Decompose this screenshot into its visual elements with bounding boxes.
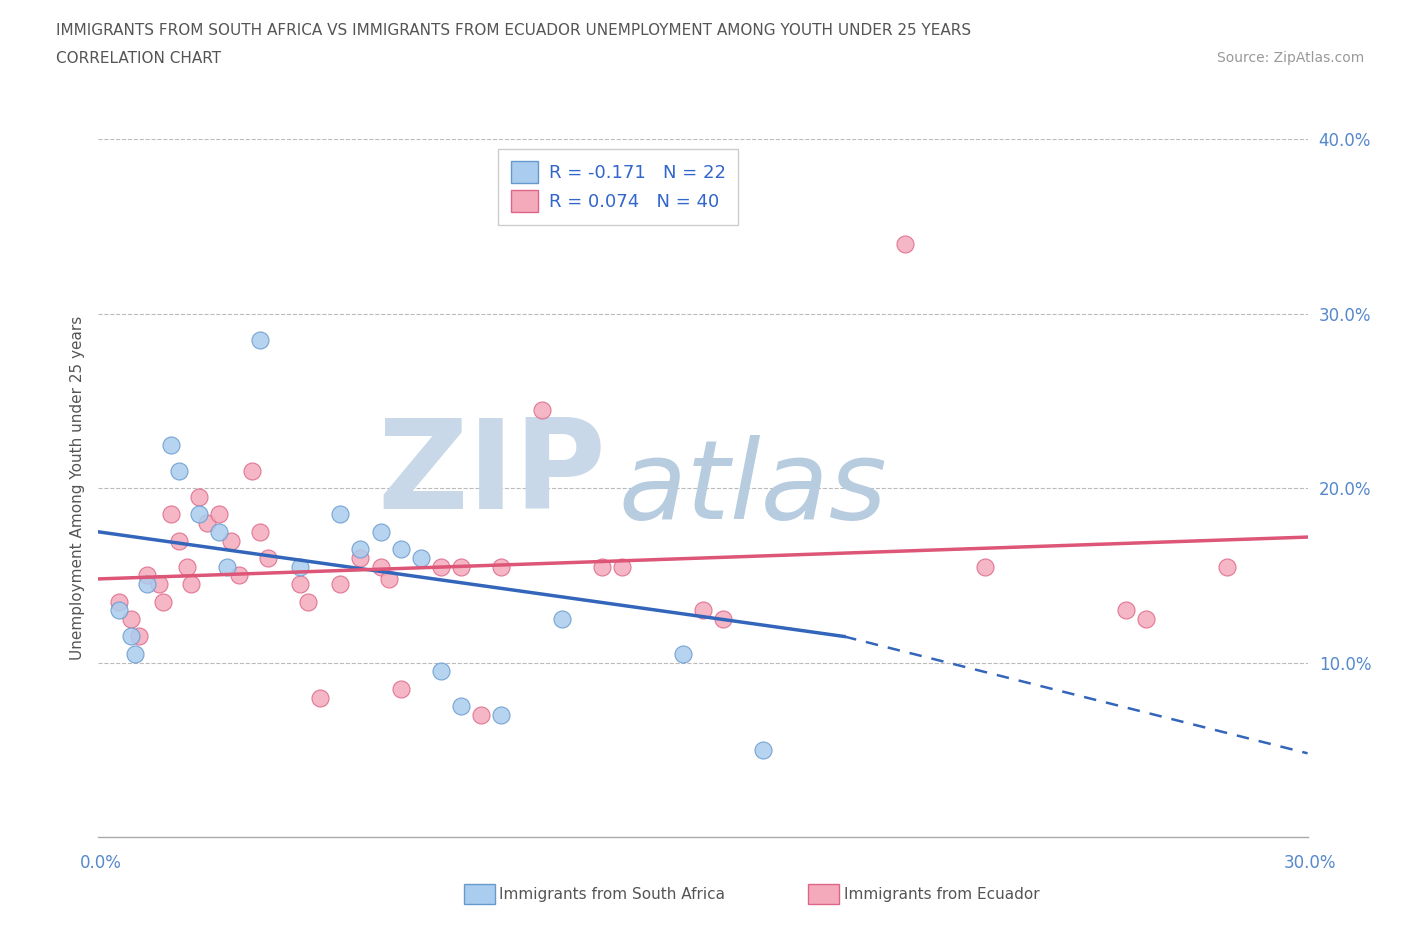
Point: [309, 690, 332, 705]
Text: atlas: atlas: [619, 434, 887, 542]
Point: [128, 629, 150, 644]
Point: [329, 577, 352, 591]
Point: [389, 682, 412, 697]
Point: [152, 594, 174, 609]
Text: Immigrants from Ecuador: Immigrants from Ecuador: [844, 887, 1039, 902]
Point: [160, 437, 183, 452]
Point: [329, 507, 352, 522]
Point: [450, 698, 472, 713]
Point: [752, 742, 775, 757]
Point: [377, 571, 399, 587]
Point: [180, 577, 202, 591]
Point: [672, 646, 695, 661]
Point: [349, 542, 371, 557]
Point: [370, 525, 392, 539]
Point: [249, 525, 271, 539]
Point: [195, 515, 218, 530]
Point: [167, 463, 190, 478]
Point: [120, 629, 142, 644]
Point: [551, 612, 574, 627]
Point: [107, 603, 129, 618]
Text: 0.0%: 0.0%: [80, 854, 122, 872]
Point: [711, 612, 734, 627]
Point: [160, 507, 183, 522]
Text: 30.0%: 30.0%: [1284, 854, 1337, 872]
Point: [167, 533, 190, 548]
Point: [470, 708, 492, 723]
Point: [176, 559, 198, 574]
Point: [107, 594, 129, 609]
Text: ZIP: ZIP: [378, 414, 606, 535]
Point: [591, 559, 613, 574]
Point: [228, 568, 250, 583]
Point: [135, 568, 157, 583]
Point: [288, 559, 311, 574]
Legend: R = -0.171   N = 22, R = 0.074   N = 40: R = -0.171 N = 22, R = 0.074 N = 40: [498, 149, 738, 225]
Text: CORRELATION CHART: CORRELATION CHART: [56, 51, 221, 66]
Point: [450, 559, 472, 574]
Point: [256, 551, 278, 565]
Point: [297, 594, 319, 609]
Point: [1135, 612, 1157, 627]
Point: [491, 559, 513, 574]
Point: [409, 551, 432, 565]
Point: [208, 525, 231, 539]
Point: [188, 489, 211, 504]
Point: [430, 664, 453, 679]
Point: [120, 612, 142, 627]
Point: [389, 542, 412, 557]
Point: [124, 646, 146, 661]
Point: [249, 333, 271, 348]
Point: [612, 559, 634, 574]
Text: IMMIGRANTS FROM SOUTH AFRICA VS IMMIGRANTS FROM ECUADOR UNEMPLOYMENT AMONG YOUTH: IMMIGRANTS FROM SOUTH AFRICA VS IMMIGRAN…: [56, 23, 972, 38]
Point: [1216, 559, 1239, 574]
Point: [974, 559, 997, 574]
Point: [692, 603, 714, 618]
Point: [148, 577, 170, 591]
Text: Immigrants from South Africa: Immigrants from South Africa: [499, 887, 725, 902]
Point: [530, 403, 553, 418]
Point: [491, 708, 513, 723]
Point: [1115, 603, 1137, 618]
Point: [288, 577, 311, 591]
Point: [430, 559, 453, 574]
Point: [370, 559, 392, 574]
Point: [240, 463, 263, 478]
Point: [217, 559, 239, 574]
Point: [208, 507, 231, 522]
Point: [135, 577, 157, 591]
Point: [221, 533, 243, 548]
Point: [188, 507, 211, 522]
Text: Source: ZipAtlas.com: Source: ZipAtlas.com: [1216, 51, 1364, 65]
Y-axis label: Unemployment Among Youth under 25 years: Unemployment Among Youth under 25 years: [69, 316, 84, 660]
Point: [349, 551, 371, 565]
Point: [893, 237, 915, 252]
